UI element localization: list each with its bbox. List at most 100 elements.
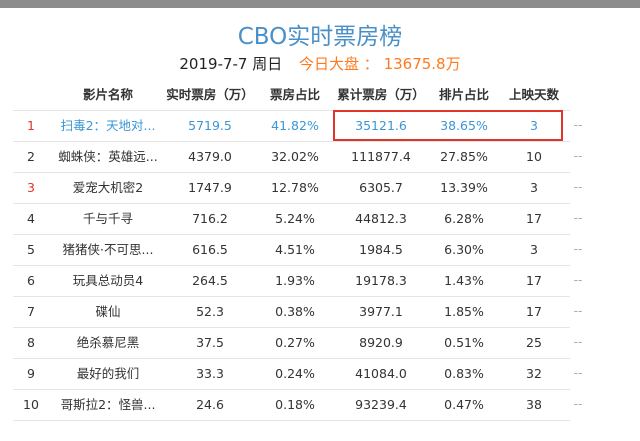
days-showing-cell: 3: [530, 242, 538, 257]
more-link[interactable]: --: [573, 242, 583, 256]
more-link[interactable]: --: [573, 118, 583, 132]
realtime-box-office-cell: 33.3: [196, 366, 224, 381]
box-office-share-cell: 32.02%: [271, 149, 319, 164]
screening-share-cell: 13.39%: [440, 180, 488, 195]
box-office-share-cell: 5.24%: [275, 211, 315, 226]
realtime-box-office-cell: 616.5: [192, 242, 228, 257]
movie-name-cell[interactable]: 爱宠大机密2: [72, 180, 144, 195]
screening-share-cell: 1.85%: [444, 304, 484, 319]
days-showing-cell: 3: [530, 180, 538, 195]
table-row[interactable]: 7 碟仙 52.3 0.38% 3977.1 1.85% 17 --: [13, 296, 582, 328]
box-office-share-cell: 1.93%: [275, 273, 315, 288]
header-realtime[interactable]: 实时票房（万）: [166, 87, 254, 102]
screening-share-cell: 1.43%: [444, 273, 484, 288]
total-box-office-cell: 41084.0: [355, 366, 407, 381]
movie-name-cell[interactable]: 碟仙: [95, 304, 121, 319]
box-office-share-cell: 0.24%: [275, 366, 315, 381]
header-days[interactable]: 上映天数: [508, 87, 559, 102]
total-box-office-cell: 1984.5: [359, 242, 403, 257]
total-box-office-cell: 8920.9: [359, 335, 403, 350]
days-showing-cell: 32: [526, 366, 542, 381]
screening-share-cell: 6.30%: [444, 242, 484, 257]
realtime-box-office-cell: 1747.9: [188, 180, 232, 195]
box-office-share-cell: 12.78%: [271, 180, 319, 195]
table-row[interactable]: 1 扫毒2：天地对... 5719.5 41.82% 35121.6 38.65% 3 --: [13, 110, 582, 142]
highlight-box: [333, 110, 563, 141]
movie-name-cell[interactable]: 玩具总动员4: [72, 273, 144, 288]
today-total-label: 今日大盘 ： 13675.8万: [299, 55, 461, 73]
days-showing-cell: 17: [526, 211, 542, 226]
realtime-box-office-cell: 716.2: [192, 211, 228, 226]
more-link[interactable]: --: [573, 180, 583, 194]
rank-cell: 10: [23, 397, 39, 412]
more-link[interactable]: --: [573, 366, 583, 380]
date-label: 2019-7-7 周日: [179, 55, 283, 73]
rank-cell: 1: [27, 118, 35, 133]
more-link[interactable]: --: [573, 397, 583, 411]
box-office-share-cell: 0.38%: [275, 304, 315, 319]
table-row[interactable]: 9 最好的我们 33.3 0.24% 41084.0 0.83% 32 --: [13, 358, 582, 390]
movie-name-cell[interactable]: 猪猪侠·不可思...: [62, 242, 154, 257]
movie-name-cell[interactable]: 扫毒2：天地对...: [60, 118, 156, 133]
total-box-office-cell: 111877.4: [351, 149, 411, 164]
days-showing-cell: 17: [526, 273, 542, 288]
rank-cell: 6: [27, 273, 35, 288]
table-row[interactable]: 2 蜘蛛侠：英雄远... 4379.0 32.02% 111877.4 27.85% 10 -…: [13, 141, 582, 173]
table-row[interactable]: 4 千与千寻 716.2 5.24% 44812.3 6.28% 17 --: [13, 203, 582, 235]
realtime-box-office-cell: 52.3: [196, 304, 224, 319]
screening-share-cell: 0.47%: [444, 397, 484, 412]
table-header: 影片名称 实时票房（万） 票房占比 累计票房（万） 排片占比 上映天数: [13, 80, 570, 111]
rank-cell: 3: [27, 180, 35, 195]
total-box-office-cell: 44812.3: [355, 211, 407, 226]
rank-cell: 9: [27, 366, 35, 381]
header-share[interactable]: 票房占比: [269, 87, 320, 102]
total-box-office-cell: 3977.1: [359, 304, 403, 319]
top-bar: [0, 0, 640, 8]
movie-name-cell[interactable]: 绝杀慕尼黑: [76, 335, 140, 350]
box-office-share-cell: 4.51%: [275, 242, 315, 257]
table-row[interactable]: 6 玩具总动员4 264.5 1.93% 19178.3 1.43% 17 --: [13, 265, 582, 297]
screening-share-cell: 0.83%: [444, 366, 484, 381]
rank-cell: 7: [27, 304, 35, 319]
subtitle: 2019-7-7 周日 今日大盘 ： 13675.8万: [0, 53, 640, 74]
realtime-box-office-cell: 5719.5: [188, 118, 232, 133]
box-office-share-cell: 0.18%: [275, 397, 315, 412]
days-showing-cell: 10: [526, 149, 542, 164]
more-link[interactable]: --: [573, 304, 583, 318]
table-row[interactable]: 3 爱宠大机密2 1747.9 12.78% 6305.7 13.39% 3 --: [13, 172, 582, 204]
screening-share-cell: 27.85%: [440, 149, 488, 164]
realtime-box-office-cell: 24.6: [196, 397, 224, 412]
header-name[interactable]: 影片名称: [82, 87, 133, 102]
table-row[interactable]: 10 哥斯拉2：怪兽... 24.6 0.18% 93239.4 0.47% 38 --: [13, 389, 582, 421]
movie-name-cell[interactable]: 最好的我们: [76, 366, 140, 381]
days-showing-cell: 25: [526, 335, 542, 350]
screening-share-cell: 0.51%: [444, 335, 484, 350]
header-screen-share[interactable]: 排片占比: [438, 87, 489, 102]
movie-name-cell[interactable]: 哥斯拉2：怪兽...: [60, 397, 156, 412]
more-link[interactable]: --: [573, 211, 583, 225]
screening-share-cell: 38.65%: [440, 118, 488, 133]
more-link[interactable]: --: [573, 273, 583, 287]
rank-cell: 4: [27, 211, 35, 226]
more-link[interactable]: --: [573, 149, 583, 163]
table-row[interactable]: 5 猪猪侠·不可思... 616.5 4.51% 1984.5 6.30% 3 --: [13, 234, 582, 266]
realtime-box-office-cell: 37.5: [196, 335, 224, 350]
days-showing-cell: 38: [526, 397, 542, 412]
days-showing-cell: 3: [530, 118, 538, 133]
movie-name-cell[interactable]: 蜘蛛侠：英雄远...: [58, 149, 158, 164]
total-box-office-cell: 6305.7: [359, 180, 403, 195]
realtime-box-office-cell: 264.5: [192, 273, 228, 288]
rank-cell: 2: [27, 149, 35, 164]
movie-name-cell[interactable]: 千与千寻: [82, 211, 133, 226]
box-office-share-cell: 0.27%: [275, 335, 315, 350]
total-box-office-cell: 19178.3: [355, 273, 407, 288]
rank-cell: 5: [27, 242, 35, 257]
header-total[interactable]: 累计票房（万）: [337, 87, 425, 102]
realtime-box-office-cell: 4379.0: [188, 149, 232, 164]
page-title: CBO实时票房榜: [237, 24, 403, 50]
table-row[interactable]: 8 绝杀慕尼黑 37.5 0.27% 8920.9 0.51% 25 --: [13, 327, 582, 359]
screening-share-cell: 6.28%: [444, 211, 484, 226]
more-link[interactable]: --: [573, 335, 583, 349]
total-box-office-cell: 35121.6: [355, 118, 407, 133]
days-showing-cell: 17: [526, 304, 542, 319]
